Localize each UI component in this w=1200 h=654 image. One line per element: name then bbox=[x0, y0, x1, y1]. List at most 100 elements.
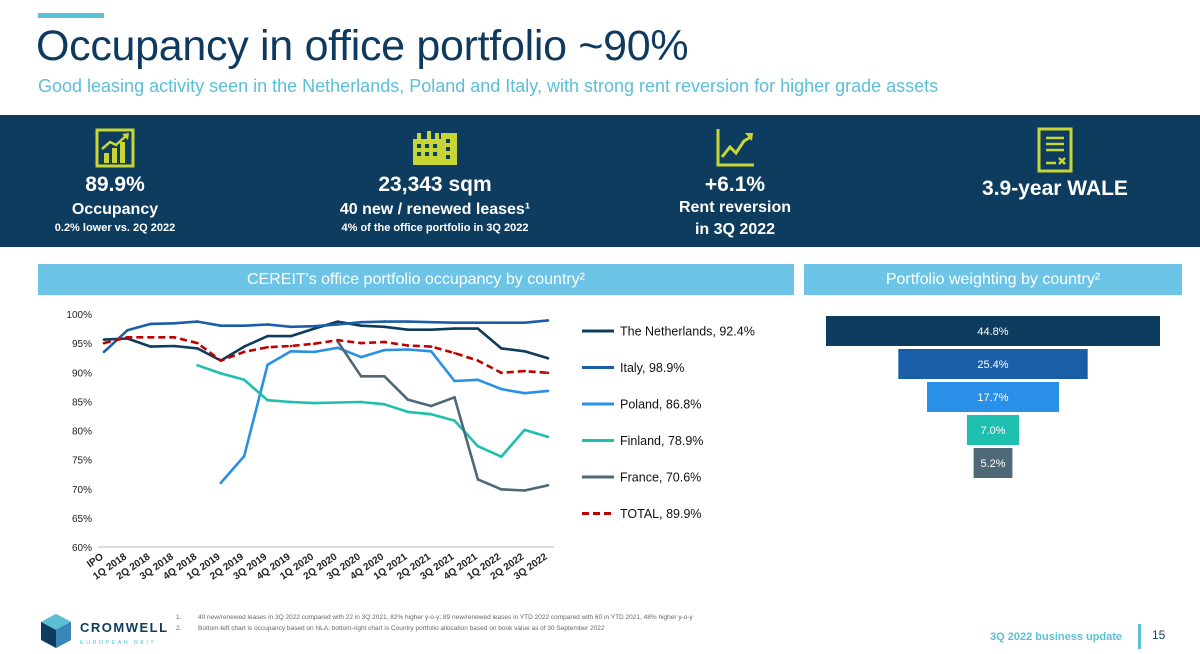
data-point-finland bbox=[242, 378, 246, 382]
cromwell-logo-mark: CROMWELL EUROPEAN REIT bbox=[41, 614, 169, 648]
data-point-finland bbox=[523, 428, 526, 432]
series-line-poland bbox=[219, 346, 549, 484]
footnote-2: 2. Bottom-left chart is occupancy based o… bbox=[176, 625, 605, 632]
data-point-italy bbox=[499, 321, 503, 325]
data-point-netherlands bbox=[359, 324, 363, 327]
data-point-france bbox=[546, 483, 550, 487]
legend-label-poland: Poland, 86.8% bbox=[620, 398, 701, 412]
line-chart-rising-icon bbox=[716, 129, 754, 167]
data-point-netherlands bbox=[453, 327, 456, 330]
data-point-total bbox=[429, 345, 433, 348]
data-point-poland bbox=[453, 379, 456, 383]
data-point-france bbox=[359, 375, 363, 378]
y-tick-label: 65% bbox=[72, 514, 92, 525]
data-point-finland bbox=[546, 435, 550, 439]
data-point-italy bbox=[523, 321, 526, 325]
y-tick-label: 85% bbox=[72, 397, 92, 408]
data-point-italy bbox=[172, 322, 176, 325]
svg-text:EUROPEAN REIT: EUROPEAN REIT bbox=[80, 640, 156, 646]
data-point-total bbox=[172, 336, 176, 339]
data-point-poland bbox=[266, 363, 269, 366]
footer-divider bbox=[1138, 624, 1141, 649]
data-point-total bbox=[289, 344, 293, 348]
data-point-netherlands bbox=[196, 347, 199, 350]
kpi-wale-value: 3.9-year WALE bbox=[982, 177, 1128, 200]
series-line-finland bbox=[197, 364, 549, 458]
data-point-italy bbox=[266, 323, 269, 326]
data-point-netherlands bbox=[429, 328, 433, 332]
data-point-total bbox=[383, 340, 386, 344]
title-accent-bar bbox=[38, 13, 104, 18]
series-line-total bbox=[103, 336, 549, 375]
funnel-bar-poland bbox=[927, 382, 1059, 412]
data-point-italy bbox=[149, 322, 153, 326]
data-point-poland bbox=[406, 348, 410, 351]
data-point-italy bbox=[242, 324, 246, 327]
funnel-bar-label-france: 5.2% bbox=[980, 458, 1005, 470]
data-point-italy bbox=[196, 320, 199, 323]
data-point-finland bbox=[406, 410, 410, 414]
data-point-netherlands bbox=[149, 345, 153, 348]
data-point-poland bbox=[523, 391, 526, 395]
data-point-total bbox=[523, 369, 526, 373]
data-point-netherlands bbox=[406, 328, 410, 332]
data-point-france bbox=[453, 395, 456, 399]
data-point-italy bbox=[383, 320, 386, 323]
data-point-finland bbox=[266, 398, 269, 402]
y-tick-label: 95% bbox=[72, 339, 92, 350]
data-point-poland bbox=[289, 349, 293, 353]
data-point-france bbox=[476, 478, 480, 481]
data-point-italy bbox=[546, 319, 550, 322]
legend-label-italy: Italy, 98.9% bbox=[620, 361, 684, 375]
svg-text:CROMWELL: CROMWELL bbox=[80, 620, 169, 635]
data-point-finland bbox=[429, 412, 433, 416]
data-point-netherlands bbox=[242, 345, 246, 348]
kpi-occupancy-sub: 0.2% lower vs. 2Q 2022 bbox=[54, 222, 176, 234]
kpi-band: 89.9% Occupancy 0.2% lower vs. 2Q 2022 2… bbox=[0, 115, 1200, 247]
data-point-netherlands bbox=[499, 347, 503, 350]
kpi-leases: 23,343 sqm 40 new / renewed leases¹ 4% o… bbox=[290, 115, 580, 247]
y-tick-label: 90% bbox=[72, 368, 92, 379]
y-tick-label: 80% bbox=[72, 427, 92, 438]
legend-label-netherlands: The Netherlands, 92.4% bbox=[620, 325, 755, 339]
data-point-netherlands bbox=[266, 334, 269, 338]
footer-text: 3Q 2022 business update bbox=[990, 631, 1123, 643]
data-point-italy bbox=[289, 325, 293, 329]
occupancy-chart-header: CEREIT's office portfolio occupancy by c… bbox=[38, 264, 794, 295]
data-point-total bbox=[359, 341, 363, 345]
data-point-italy bbox=[453, 321, 456, 325]
kpi-rent-reversion-value: +6.1% bbox=[704, 173, 766, 196]
data-point-italy bbox=[429, 320, 433, 324]
data-point-poland bbox=[359, 355, 363, 359]
data-point-france bbox=[523, 489, 526, 492]
data-point-netherlands bbox=[476, 327, 480, 330]
funnel-bar-label-poland: 17.7% bbox=[977, 392, 1008, 404]
data-point-poland bbox=[313, 350, 316, 354]
funnel-bar-label-finland: 7.0% bbox=[980, 425, 1005, 437]
data-point-netherlands bbox=[172, 344, 176, 348]
data-point-netherlands bbox=[313, 327, 316, 330]
data-point-finland bbox=[359, 400, 363, 404]
data-point-poland bbox=[219, 481, 223, 485]
page-subtitle: Good leasing activity seen in the Nether… bbox=[38, 76, 939, 96]
data-point-italy bbox=[336, 323, 339, 326]
y-tick-label: 60% bbox=[72, 543, 92, 554]
page-title: Occupancy in office portfolio ~90% bbox=[36, 22, 689, 70]
data-point-poland bbox=[242, 454, 246, 458]
kpi-leases-sub: 4% of the office portfolio in 3Q 2022 bbox=[341, 222, 529, 234]
data-point-total bbox=[126, 336, 129, 339]
data-point-poland bbox=[546, 389, 550, 393]
data-point-italy bbox=[313, 324, 316, 328]
data-point-total bbox=[546, 371, 550, 375]
lease-document-icon bbox=[1037, 127, 1073, 173]
data-point-netherlands bbox=[546, 356, 550, 360]
funnel-bar-netherlands bbox=[826, 316, 1160, 346]
data-point-finland bbox=[313, 401, 316, 405]
data-point-france bbox=[499, 488, 503, 491]
data-point-total bbox=[102, 341, 106, 345]
kpi-leases-label: 40 new / renewed leases¹ bbox=[339, 201, 531, 218]
kpi-leases-value: 23,343 sqm bbox=[378, 173, 492, 196]
data-point-total bbox=[453, 351, 456, 355]
data-point-netherlands bbox=[289, 334, 293, 338]
